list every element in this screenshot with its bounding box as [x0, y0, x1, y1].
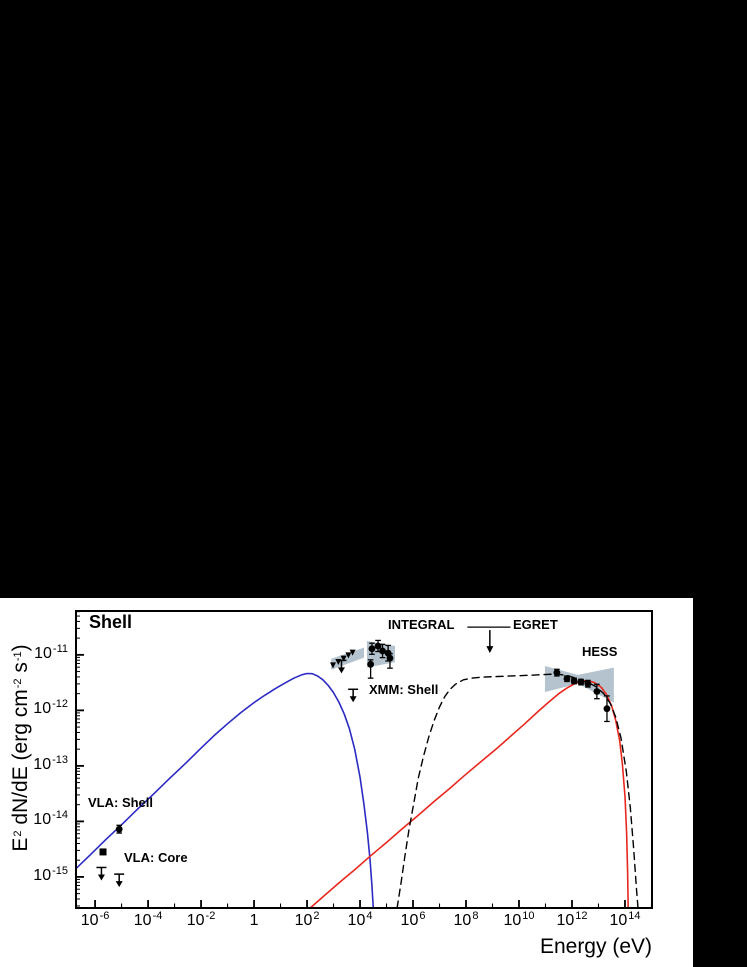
hess-points	[553, 669, 561, 677]
hess-points	[603, 705, 611, 713]
x-tick-label: 104	[347, 910, 373, 929]
hess-points	[570, 677, 578, 685]
label-vla-core: VLA: Core	[124, 850, 188, 865]
xmm-spectrum-points	[349, 649, 356, 656]
chart-title: Shell	[89, 612, 133, 632]
x-tick-label: 1	[249, 912, 259, 929]
y-tick-label: 10-13	[33, 753, 68, 773]
data-markers	[96, 626, 611, 888]
hess-points	[577, 678, 585, 686]
integral-points	[367, 660, 375, 668]
x-tick-label: 1010	[503, 910, 535, 929]
label-hess: HESS	[582, 644, 618, 659]
x-tick-label: 108	[453, 910, 479, 929]
y-tick-label: 10-12	[33, 698, 68, 718]
label-vla-shell: VLA: Shell	[88, 795, 154, 810]
xmm-spectrum-points	[340, 655, 347, 662]
x-tick-label: 10-4	[133, 910, 163, 929]
hess-points	[593, 688, 601, 695]
axis-ticks	[76, 611, 653, 908]
y-tick-label: 10-15	[33, 864, 68, 884]
hess-points	[563, 675, 571, 683]
xmm-spectrum-points	[345, 652, 352, 659]
x-tick-label: 10-6	[80, 910, 110, 929]
integral-points	[386, 654, 394, 662]
series-inverse-compton-model	[309, 679, 629, 908]
integral-points	[374, 642, 382, 650]
band-xmm-band	[331, 647, 364, 670]
label-integral: INTEGRAL	[388, 617, 455, 632]
x-tick-label: 10-2	[186, 910, 216, 929]
chart-panel: Shell INTEGRAL EGRET HESS XMM: Shell VLA…	[0, 598, 693, 967]
xmm-spectrum-points	[330, 662, 337, 669]
y-tick-label: 10-11	[34, 642, 68, 662]
vla-shell-point	[115, 825, 123, 833]
x-tick-label: 1014	[609, 910, 641, 929]
integral-points	[368, 645, 376, 653]
series-hadronic-model	[396, 673, 639, 908]
frame	[75, 610, 653, 909]
sed-chart	[75, 610, 653, 909]
series-synchrotron-model	[76, 672, 375, 908]
hess-points	[584, 680, 592, 688]
vla-core-point	[99, 848, 107, 856]
x-tick-label: 106	[400, 910, 426, 929]
label-xmm-shell: XMM: Shell	[369, 682, 439, 697]
x-tick-label: 102	[294, 910, 320, 929]
model-curves	[76, 672, 639, 908]
y-tick-label: 10-14	[33, 809, 68, 829]
plot-frame	[75, 610, 653, 909]
x-tick-label: 1012	[556, 910, 588, 929]
integral-points	[379, 647, 386, 655]
label-egret: EGRET	[513, 617, 558, 632]
x-axis-title: Energy (eV)	[539, 935, 652, 958]
